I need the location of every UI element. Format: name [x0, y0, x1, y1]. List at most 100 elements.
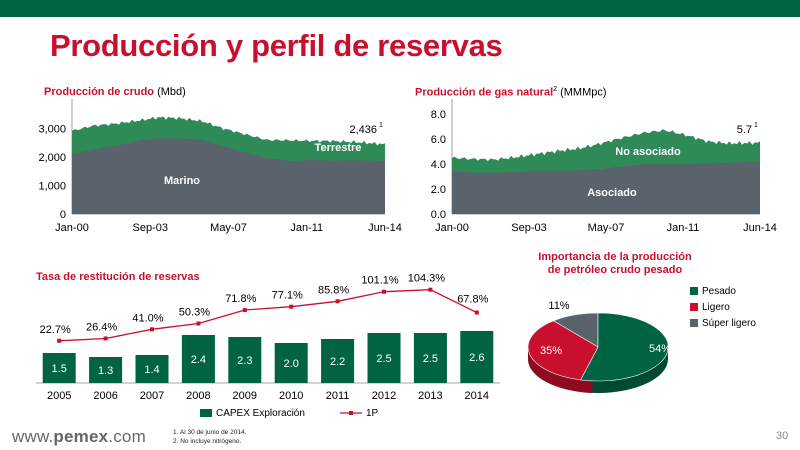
capex-bar [89, 357, 123, 383]
bar-legend-label-capex: CAPEX Exploración [216, 408, 305, 419]
pie-title-line-2: de petróleo crudo pesado [547, 264, 683, 276]
gas-title-unit: (MMMpc) [557, 86, 607, 99]
bar-x-tick: 2014 [465, 390, 489, 402]
reserves-1p-point [428, 287, 433, 292]
bar-x-tick: 2009 [233, 390, 257, 402]
reserves-chart-title: Tasa de restitución de reservas [36, 271, 200, 283]
area0-y-tick: 3,000 [38, 123, 66, 135]
capex-bar-label: 1.4 [144, 364, 159, 376]
reserves-1p-label: 26.4% [86, 321, 117, 333]
reserves-1p-point [289, 304, 294, 309]
area0-x-tick: May-07 [210, 222, 247, 234]
pie-legend-swatch-pesado [690, 287, 698, 295]
oil-title-bold: Producción de crudo [44, 86, 155, 98]
pie-legend-label-ligero: Ligero [702, 302, 730, 313]
pie-slice-pesado [580, 312, 669, 382]
area0-y-tick: 2,000 [38, 152, 66, 164]
area1-y-tick: 6.0 [431, 134, 446, 146]
area1-x-tick: Jan-00 [435, 222, 469, 234]
bar-x-tick: 2010 [279, 390, 303, 402]
footnote-2: 2. No incluye nitrógeno. [173, 438, 242, 445]
bar-x-tick: 2011 [326, 390, 350, 402]
page-title: Producción y perfil de reservas [50, 28, 503, 63]
reserves-1p-point [474, 310, 479, 315]
reserves-1p-line [59, 289, 478, 342]
bar-x-tick: 2013 [418, 390, 442, 402]
area0-y-tick: 0 [60, 209, 66, 221]
capex-bar-label: 2.6 [469, 352, 484, 364]
pie-slice-ligero [527, 320, 599, 381]
area0-y-tick: 1,000 [38, 180, 66, 192]
bar-legend-swatch-capex [200, 409, 212, 417]
area0-series-marino [72, 138, 385, 214]
footer-url[interactable]: www.pemex.com [12, 427, 146, 447]
pie-legend-ligero: Ligero [690, 302, 730, 313]
bar-x-tick: 2012 [372, 390, 396, 402]
reserves-1p-point [150, 327, 154, 332]
bar-x-tick: 2007 [140, 390, 164, 402]
area0-end-label-sup: 1 [379, 122, 383, 129]
pie-legend-super-ligero: Súper ligero [690, 318, 756, 329]
oil-label-marino: Marino [164, 175, 200, 187]
capex-bar [42, 353, 76, 383]
area0-x-tick: Jan-00 [55, 222, 89, 234]
reserves-1p-label: 85.8% [318, 284, 349, 296]
reserves-1p-point [196, 321, 201, 326]
capex-bar [413, 333, 447, 383]
capex-bar-label: 2.3 [237, 355, 252, 367]
area1-y-tick: 0.0 [431, 209, 446, 221]
capex-bar-label: 1.3 [98, 365, 113, 377]
gas-label-asociado: Asociado [587, 187, 637, 199]
area1-x-tick: Jan-11 [667, 222, 700, 234]
capex-bar-label: 2.0 [284, 358, 299, 370]
area1-end-label-sup: 1 [754, 122, 758, 129]
pie-legend-label-pesado: Pesado [702, 286, 736, 297]
bar-legend-swatch-1p [340, 411, 362, 415]
footer-url-prefix: www. [12, 427, 54, 446]
reserves-1p-label: 77.1% [272, 290, 303, 302]
area0-x-tick: Sep-03 [133, 222, 168, 234]
footnotes: 1. Al 30 de junio de 2014. 2. No incluye… [173, 428, 246, 446]
pie-label-ligero: 35% [540, 345, 562, 357]
capex-bar-label: 2.2 [330, 356, 345, 368]
reserves-1p-label: 71.8% [225, 293, 256, 305]
reserves-1p-point [382, 289, 386, 294]
capex-bar [460, 331, 494, 383]
capex-bar [274, 343, 308, 383]
pie-chart-title: Importancia de la producción de petróleo… [535, 251, 695, 277]
oil-chart-title: Producción de crudo (Mbd) [44, 86, 186, 98]
bar-legend-capex: CAPEX Exploración [200, 408, 305, 419]
bar-x-tick: 2006 [93, 390, 117, 402]
bar-legend-1p: 1P [340, 408, 378, 419]
footnote-1: 1. Al 30 de junio de 2014. [173, 429, 247, 436]
area1-y-tick: 4.0 [431, 159, 446, 171]
capex-bar-label: 2.5 [423, 353, 438, 365]
area1-x-tick: Jun-14 [743, 222, 777, 234]
capex-bar [228, 337, 262, 383]
reserves-1p-label: 22.7% [40, 324, 71, 336]
capex-bar-label: 2.4 [191, 354, 206, 366]
capex-bar [321, 339, 355, 383]
capex-bar [135, 355, 169, 383]
pie-legend-swatch-ligero [690, 303, 698, 311]
area1-end-label: 5.7 [737, 124, 752, 136]
footer-url-suffix: .com [108, 427, 146, 446]
reserves-1p-label: 67.8% [457, 294, 488, 306]
capex-bar [181, 335, 215, 383]
reserves-1p-point [103, 336, 108, 341]
area1-y-tick: 2.0 [431, 184, 446, 196]
gas-chart-title: Producción de gas natural2 (MMMpc) [415, 86, 607, 99]
oil-title-unit: (Mbd) [154, 86, 186, 98]
pie-label-pesado: 54% [649, 343, 671, 355]
pie-legend-pesado: Pesado [690, 286, 736, 297]
pie-label-super-ligero: 11% [548, 300, 569, 312]
area0-end-label: 2,436 [349, 124, 377, 136]
page-number: 30 [776, 430, 789, 442]
area1-series-asociado [452, 161, 760, 214]
reserves-1p-point [335, 299, 340, 304]
area0-x-tick: Jan-11 [290, 222, 323, 234]
pie-title-line-1: Importancia de la producción [538, 251, 692, 263]
pie-legend-label-super-ligero: Súper ligero [702, 318, 756, 329]
area1-x-tick: May-07 [588, 222, 625, 234]
capex-bar-label: 1.5 [52, 363, 67, 375]
